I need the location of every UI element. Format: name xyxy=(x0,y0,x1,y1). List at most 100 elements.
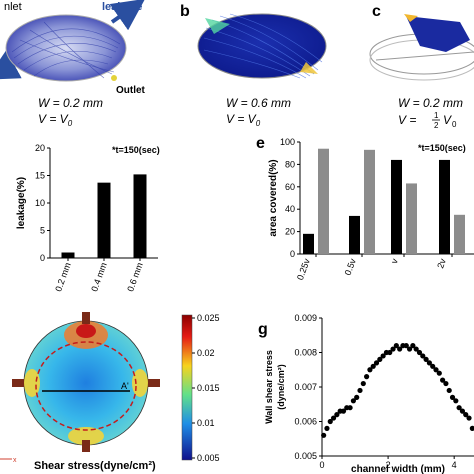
leakage-label: leakage xyxy=(102,1,142,13)
chamber-b-streamlines xyxy=(197,13,327,79)
data-point xyxy=(354,394,360,400)
x-tick-label: 2 xyxy=(386,460,391,470)
data-point xyxy=(350,398,356,404)
data-point xyxy=(357,387,363,394)
data-point xyxy=(330,415,337,421)
data-point xyxy=(380,353,386,359)
data-point xyxy=(321,432,327,438)
panel-b-w: W = 0.6 mm xyxy=(226,96,291,110)
bar xyxy=(318,148,329,254)
inlet-hotspot-b xyxy=(205,18,230,34)
x-axis-label: channel width (mm) xyxy=(351,464,445,474)
panel-e: e xyxy=(256,135,265,152)
x-tick-label: 0 xyxy=(319,460,324,470)
colorbar-tick-label: 0.02 xyxy=(197,348,215,358)
data-point xyxy=(324,425,330,431)
chamber-c-axis xyxy=(375,51,474,61)
panel-g: g xyxy=(258,321,268,338)
x-tick-label: 4 xyxy=(452,460,457,470)
y-tick-label: 0.006 xyxy=(294,417,317,427)
data-point xyxy=(436,370,442,376)
inlet-hotspot-c xyxy=(404,14,418,22)
panel-f: A' x 0.025 0.02 0.015 0.01 0.005 Shear stres… xyxy=(0,312,220,472)
svg-text:V: V xyxy=(443,113,452,127)
data-point xyxy=(327,418,333,425)
chamber-c-streamlines xyxy=(406,16,470,52)
bar xyxy=(454,214,465,254)
data-point xyxy=(397,346,403,352)
data-point xyxy=(360,380,366,387)
data-point xyxy=(469,425,474,431)
y-tick-label: 20 xyxy=(285,227,295,237)
port-left-icon xyxy=(12,379,24,387)
outlet-hotspot-b xyxy=(300,62,318,74)
data-point xyxy=(403,343,409,349)
data-point xyxy=(347,405,353,411)
data-point xyxy=(334,412,340,418)
y-tick-label: 100 xyxy=(280,137,295,147)
data-point xyxy=(466,415,472,421)
panel-e-bar-chart: 0 20 40 60 80 100 area covered(%) *t=150(sec) 0.… xyxy=(268,137,474,281)
panel-g-letter: g xyxy=(258,321,268,338)
panel-a-v: V = V0 xyxy=(38,112,73,128)
annotation: *t=150(sec) xyxy=(112,145,160,155)
data-point xyxy=(367,367,373,373)
section-end-label: A' xyxy=(121,381,129,391)
x-tick-label: 0.25v xyxy=(295,257,312,282)
chamber-a-streamlines xyxy=(5,14,127,82)
data-point xyxy=(373,360,380,366)
y-tick-label: 20 xyxy=(35,143,45,153)
colorbar-tick-label: 0.025 xyxy=(197,313,220,323)
colorbar-tick-label: 0.005 xyxy=(197,453,220,463)
colorbar-ticks: 0.025 0.02 0.015 0.01 0.005 xyxy=(192,313,220,463)
data-point xyxy=(413,346,419,352)
data-point xyxy=(459,408,466,414)
hotspot-left xyxy=(24,369,40,397)
y-axis-label: leakage(%) xyxy=(16,177,27,229)
port-top-icon xyxy=(82,312,90,324)
y-axis-label-unit: (dyne/cm²) xyxy=(276,364,286,410)
data-point xyxy=(453,398,459,404)
panel-c-v: V = 1 2 V 0 xyxy=(398,111,457,130)
x-tick-label: 0.5v xyxy=(343,257,358,277)
x-tick-label: 0.4 mm xyxy=(89,261,109,293)
panel-c: c W = 0.2 mm V = 1 2 V 0 xyxy=(369,3,474,130)
dashed-boundary xyxy=(35,341,137,431)
y-tick-label: 0 xyxy=(290,249,295,259)
panel-c-letter: c xyxy=(372,3,381,20)
axis-x-mark: x xyxy=(13,457,17,464)
port-right-icon xyxy=(148,379,160,387)
y-tick-label: 40 xyxy=(285,204,295,214)
data-point xyxy=(463,412,469,418)
y-tick-label: 0.005 xyxy=(294,451,317,461)
panel-b-letter: b xyxy=(180,3,190,20)
data-point xyxy=(364,374,370,380)
annotation: *t=150(sec) xyxy=(418,143,466,153)
data-point xyxy=(416,349,423,356)
bar xyxy=(133,174,147,258)
x-tick-label: 0.6 mm xyxy=(125,261,145,293)
data-point xyxy=(410,343,416,349)
hotspot-bottom xyxy=(68,427,104,445)
data-point xyxy=(443,380,449,387)
data-point xyxy=(420,353,426,359)
svg-text:0: 0 xyxy=(452,120,457,129)
y-tick-label: 0.009 xyxy=(294,313,317,323)
data-point xyxy=(430,363,436,369)
colorbar-tick-label: 0.015 xyxy=(197,383,220,393)
outlet-label: Outlet xyxy=(116,85,146,96)
data-point xyxy=(377,356,383,362)
y-tick-label: 0.008 xyxy=(294,348,317,358)
y-axis-label: Wall shear stress xyxy=(264,350,274,424)
outlet-marker xyxy=(111,75,117,81)
leakage-arrow-icon xyxy=(109,0,146,31)
data-point xyxy=(456,405,462,411)
panel-c-w: W = 0.2 mm xyxy=(398,96,463,110)
shear-stress-label: Shear stress(dyne/cm²) xyxy=(34,460,156,472)
data-point xyxy=(390,346,396,352)
panel-a-w: W = 0.2 mm xyxy=(38,96,103,110)
chamber-a-flowlines xyxy=(11,21,121,79)
x-tick-label: 0.2 mm xyxy=(53,261,73,293)
colorbar-tick-label: 0.01 xyxy=(197,418,215,428)
data-point xyxy=(449,394,456,400)
